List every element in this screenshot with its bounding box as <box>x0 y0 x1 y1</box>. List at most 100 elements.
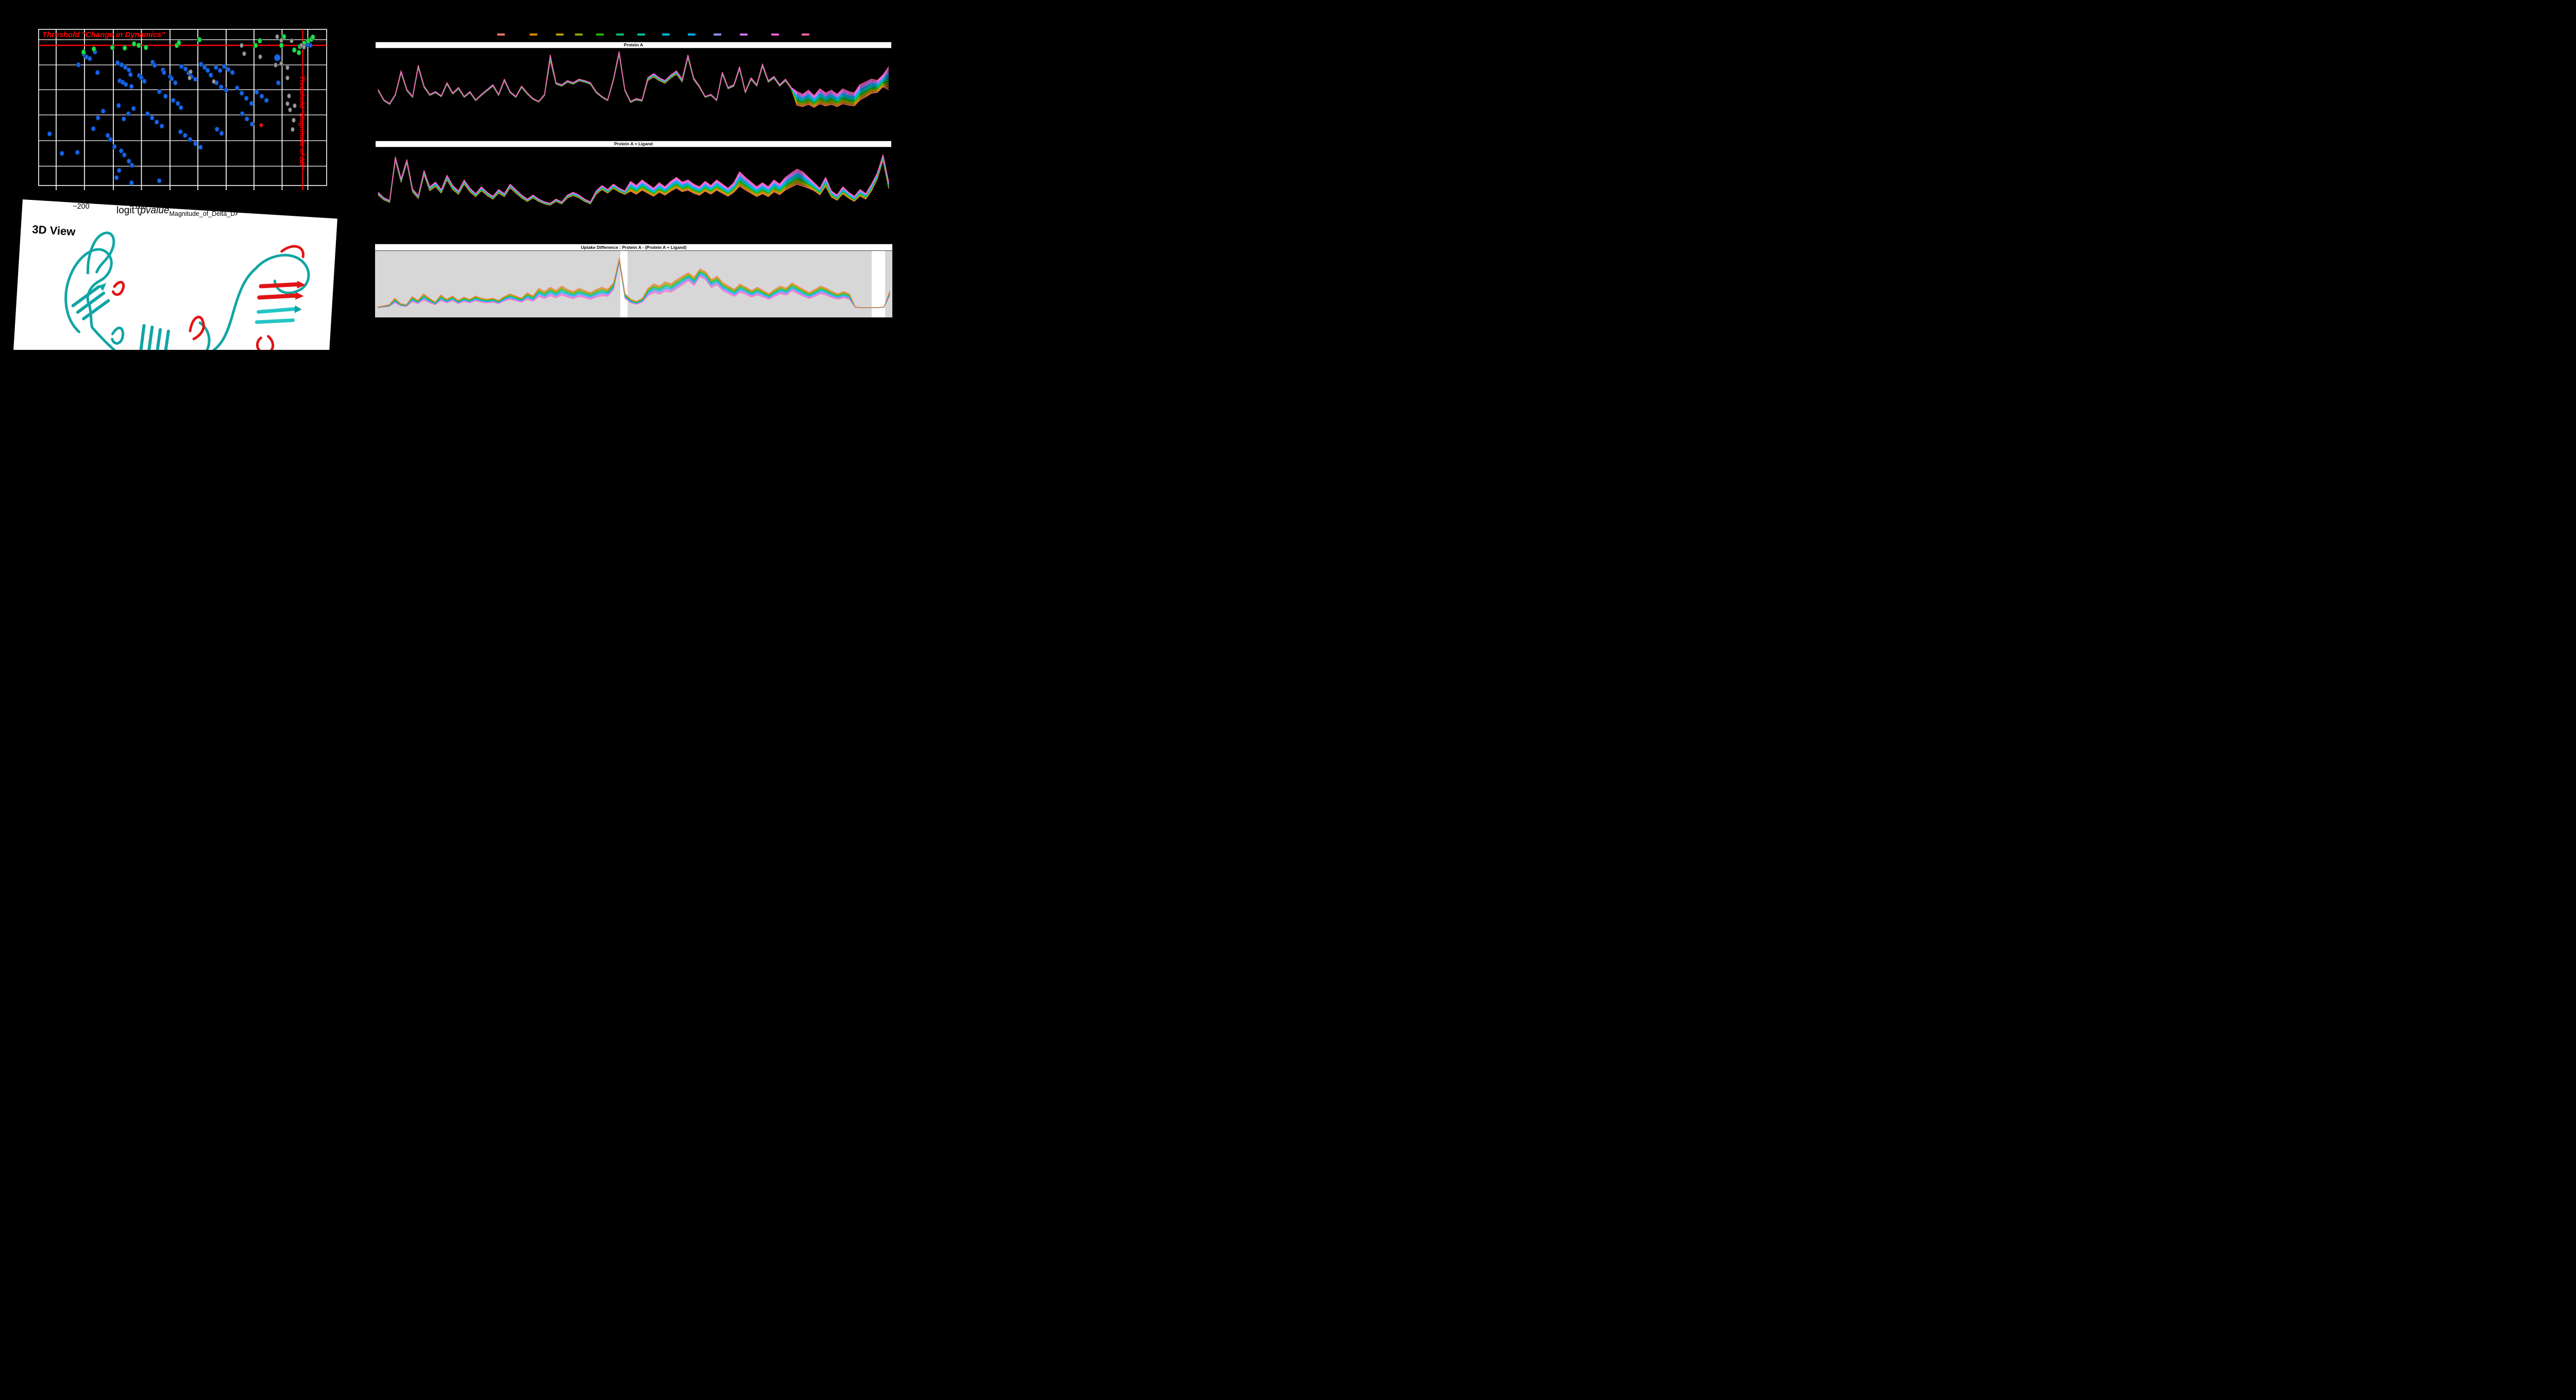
scatter-point-blue[interactable] <box>222 63 227 70</box>
scatter-point-blue[interactable] <box>208 72 213 78</box>
scatter-point-blue[interactable] <box>129 83 134 90</box>
legend-swatch-timepoint-3[interactable] <box>556 33 564 36</box>
scatter-point-blue[interactable] <box>157 89 162 95</box>
scatter-point-blue[interactable] <box>114 175 119 181</box>
scatter-point-blue[interactable] <box>75 149 80 156</box>
scatter-point-gray[interactable] <box>293 103 297 108</box>
protein-ribbon-viewport[interactable] <box>32 221 340 350</box>
scatter-point-blue[interactable] <box>254 89 259 95</box>
scatter-point-blue[interactable] <box>87 56 92 62</box>
scatter-point-blue[interactable] <box>108 137 113 143</box>
scatter-point-blue[interactable] <box>95 115 100 121</box>
scatter-point-blue[interactable] <box>116 167 122 174</box>
scatter-point-green[interactable] <box>279 42 284 48</box>
scatter-point-blue[interactable] <box>76 62 81 68</box>
scatter-point-blue[interactable] <box>129 162 134 168</box>
legend-swatch-timepoint-7[interactable] <box>637 33 645 36</box>
scatter-point-green[interactable] <box>310 34 315 40</box>
scatter-point-blue[interactable] <box>139 75 144 81</box>
scatter-point-green[interactable] <box>176 40 181 46</box>
scatter-point-blue[interactable] <box>234 85 240 91</box>
scatter-point-gray[interactable] <box>290 38 294 43</box>
scatter-point-gray[interactable] <box>212 79 216 84</box>
scatter-point-blue[interactable] <box>112 144 117 150</box>
legend-swatch-timepoint-13[interactable] <box>801 33 809 36</box>
legend-swatch-timepoint-5[interactable] <box>596 33 604 36</box>
scatter-point-blue[interactable] <box>178 105 183 111</box>
scatter-point-blue[interactable] <box>122 152 127 158</box>
scatter-point-gray[interactable] <box>279 38 283 43</box>
scatter-point-green[interactable] <box>81 49 86 55</box>
scatter-point-blue[interactable] <box>183 66 188 72</box>
scatter-point-green[interactable] <box>110 44 115 50</box>
scatter-point-blue[interactable] <box>205 68 210 74</box>
scatter-point-blue[interactable] <box>175 100 180 107</box>
scatter-point-gray[interactable] <box>288 107 292 112</box>
legend-swatch-timepoint-8[interactable] <box>662 33 670 36</box>
scatter-point-green[interactable] <box>91 46 96 52</box>
scatter-point-blue[interactable] <box>182 132 188 139</box>
scatter-point-green[interactable] <box>257 38 262 44</box>
scatter-point-blue[interactable] <box>121 116 126 122</box>
legend-swatch-timepoint-2[interactable] <box>530 33 537 36</box>
scatter-point-blue[interactable] <box>126 111 131 117</box>
scatter-point-blue[interactable] <box>249 100 254 107</box>
scatter-point-gray[interactable] <box>275 34 279 39</box>
scatter-point-blue[interactable] <box>163 93 168 99</box>
scatter-point-blue[interactable] <box>129 180 134 186</box>
legend-swatch-timepoint-12[interactable] <box>771 33 779 36</box>
scatter-point-green[interactable] <box>131 41 137 47</box>
scatter-point-blue[interactable] <box>142 78 147 85</box>
scatter-point-blue[interactable] <box>161 70 166 76</box>
scatter-point-green[interactable] <box>296 49 301 56</box>
scatter-point-blue[interactable] <box>118 148 124 154</box>
scatter-point-blue[interactable] <box>259 93 264 99</box>
scatter-point-blue[interactable] <box>123 81 128 88</box>
scatter-point-blue[interactable] <box>91 126 96 132</box>
scatter-point-blue[interactable] <box>219 130 224 137</box>
legend-swatch-timepoint-10[interactable] <box>713 33 721 36</box>
scatter-point-gray[interactable] <box>285 75 290 80</box>
scatter-point-gray[interactable] <box>240 43 244 48</box>
scatter-point-blue[interactable] <box>178 129 183 135</box>
scatter-point-gray[interactable] <box>285 65 290 70</box>
scatter-point-blue[interactable] <box>116 103 121 109</box>
scatter-point-blue[interactable] <box>149 115 155 121</box>
scatter-point-gray[interactable] <box>258 54 262 59</box>
scatter-point-blue[interactable] <box>240 111 245 117</box>
scatter-point-blue[interactable] <box>95 70 100 76</box>
scatter-point-green[interactable] <box>281 33 286 40</box>
scatter-point-blue[interactable] <box>264 97 269 104</box>
scatter-point-blue[interactable] <box>276 80 281 86</box>
scatter-point-gray[interactable] <box>292 117 296 123</box>
scatter-point-blue[interactable] <box>244 116 249 122</box>
legend-swatch-timepoint-9[interactable] <box>687 33 696 36</box>
scatter-point-blue[interactable] <box>169 76 174 82</box>
scatter-point-blue[interactable] <box>100 108 106 114</box>
scatter-point-blue[interactable] <box>126 158 131 164</box>
scatter-point-gray[interactable] <box>242 51 246 56</box>
scatter-point-gray[interactable] <box>285 101 290 106</box>
scatter-point-blue[interactable] <box>198 61 204 68</box>
scatter-point-green[interactable] <box>143 44 148 50</box>
scatter-point-gray[interactable] <box>279 61 283 66</box>
scatter-point-green[interactable] <box>253 42 258 48</box>
scatter-point-blue[interactable] <box>152 62 157 69</box>
legend-swatch-timepoint-6[interactable] <box>616 33 624 36</box>
scatter-point-blue[interactable] <box>179 63 184 70</box>
scatter-point-blue[interactable] <box>105 132 110 139</box>
scatter-point-blue[interactable] <box>131 106 136 112</box>
scatter-point-green[interactable] <box>292 47 297 53</box>
scatter-point-blue[interactable] <box>193 76 198 82</box>
scatter-point-gray[interactable] <box>188 75 192 80</box>
scatter-point-blue[interactable] <box>218 84 224 90</box>
scatter-point-blue[interactable] <box>214 126 219 132</box>
scatter-point-blue[interactable] <box>244 95 249 102</box>
scatter-point-blue[interactable] <box>226 66 231 73</box>
scatter-point-blue[interactable] <box>249 121 255 127</box>
legend-swatch-timepoint-1[interactable] <box>497 33 505 36</box>
scatter-point-gray[interactable] <box>291 127 295 132</box>
scatter-point-blue[interactable] <box>239 90 244 96</box>
scatter-point-blue[interactable] <box>154 119 159 125</box>
scatter-point-blue[interactable] <box>202 64 207 71</box>
